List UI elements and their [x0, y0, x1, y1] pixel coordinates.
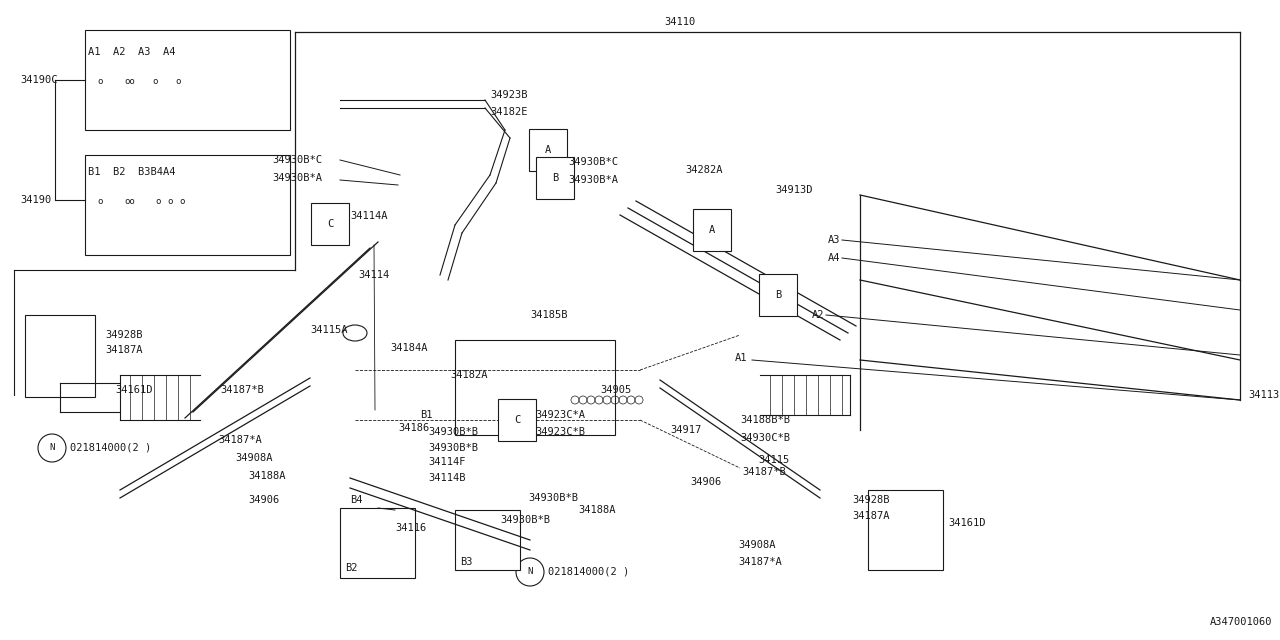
- Bar: [84, 155, 291, 255]
- Text: 34930B*B: 34930B*B: [500, 515, 550, 525]
- Bar: [84, 30, 291, 130]
- Text: 34187*A: 34187*A: [218, 435, 261, 445]
- Text: 34190: 34190: [20, 195, 51, 205]
- Text: o: o: [175, 77, 180, 86]
- Text: 34188A: 34188A: [248, 471, 285, 481]
- Text: o: o: [97, 77, 102, 86]
- Text: 34190C: 34190C: [20, 75, 58, 85]
- Text: o: o: [168, 198, 173, 207]
- Text: 34186: 34186: [398, 423, 429, 433]
- Text: 34188A: 34188A: [579, 505, 616, 515]
- Text: 34113: 34113: [1248, 390, 1279, 400]
- Text: A1  A2  A3  A4: A1 A2 A3 A4: [88, 47, 175, 57]
- Text: 34188B*B: 34188B*B: [740, 415, 790, 425]
- Text: A1: A1: [735, 353, 748, 363]
- Text: 34182A: 34182A: [451, 370, 488, 380]
- Text: A: A: [545, 145, 552, 155]
- Text: 021814000(2 ): 021814000(2 ): [70, 443, 151, 453]
- Text: 34187*B: 34187*B: [220, 385, 264, 395]
- Text: B1: B1: [420, 410, 433, 420]
- Bar: [454, 340, 614, 435]
- Text: 34923C*A: 34923C*A: [535, 410, 585, 420]
- Text: A347001060: A347001060: [1210, 617, 1272, 627]
- Text: 34114F: 34114F: [428, 457, 466, 467]
- Text: 34184A: 34184A: [390, 343, 428, 353]
- Text: 34913D: 34913D: [774, 185, 813, 195]
- Text: 34187*A: 34187*A: [739, 557, 782, 567]
- Text: 34923B: 34923B: [490, 90, 527, 100]
- Text: A4: A4: [828, 253, 841, 263]
- Text: 34923C*B: 34923C*B: [535, 427, 585, 437]
- Text: 34928B: 34928B: [105, 330, 142, 340]
- Text: B: B: [774, 290, 781, 300]
- Text: 34161D: 34161D: [948, 518, 986, 528]
- Text: 34187*B: 34187*B: [742, 467, 786, 477]
- Text: N: N: [50, 444, 55, 452]
- Text: o: o: [152, 77, 157, 86]
- Text: 34906: 34906: [248, 495, 279, 505]
- Text: 34182E: 34182E: [490, 107, 527, 117]
- Text: 34930B*B: 34930B*B: [428, 427, 477, 437]
- Text: o: o: [179, 198, 184, 207]
- Text: 34908A: 34908A: [236, 453, 273, 463]
- Bar: [868, 490, 943, 570]
- Text: 34116: 34116: [396, 523, 426, 533]
- Text: 34930B*B: 34930B*B: [428, 443, 477, 453]
- Text: 34928B: 34928B: [852, 495, 890, 505]
- Text: 34930B*A: 34930B*A: [273, 173, 323, 183]
- Text: oo: oo: [124, 77, 136, 86]
- Text: B1  B2  B3B4A4: B1 B2 B3B4A4: [88, 167, 175, 177]
- Text: 34187A: 34187A: [852, 511, 890, 521]
- Text: 34930B*C: 34930B*C: [273, 155, 323, 165]
- Text: 34906: 34906: [690, 477, 721, 487]
- Text: 34114A: 34114A: [349, 211, 388, 221]
- Bar: [26, 315, 95, 397]
- Text: 34185B: 34185B: [530, 310, 567, 320]
- Text: 34917: 34917: [669, 425, 701, 435]
- Bar: [340, 508, 415, 578]
- Text: 34930B*B: 34930B*B: [529, 493, 579, 503]
- Text: 34115A: 34115A: [310, 325, 347, 335]
- Text: 34161D: 34161D: [115, 385, 152, 395]
- Bar: [454, 510, 520, 570]
- Text: N: N: [527, 568, 532, 577]
- Text: 021814000(2 ): 021814000(2 ): [548, 567, 630, 577]
- Text: 34282A: 34282A: [685, 165, 722, 175]
- Text: A2: A2: [812, 310, 824, 320]
- Text: o: o: [97, 198, 102, 207]
- Text: A3: A3: [828, 235, 841, 245]
- Text: B2: B2: [346, 563, 357, 573]
- Text: B4: B4: [349, 495, 362, 505]
- Text: 34930B*C: 34930B*C: [568, 157, 618, 167]
- Text: 34114B: 34114B: [428, 473, 466, 483]
- Text: 34115: 34115: [758, 455, 790, 465]
- Text: o: o: [155, 198, 161, 207]
- Text: A: A: [709, 225, 716, 235]
- Text: 34114: 34114: [358, 270, 389, 280]
- Text: 34930B*A: 34930B*A: [568, 175, 618, 185]
- Text: 34905: 34905: [600, 385, 631, 395]
- Text: 34110: 34110: [664, 17, 695, 27]
- Text: C: C: [513, 415, 520, 425]
- Text: 34908A: 34908A: [739, 540, 776, 550]
- Text: B3: B3: [460, 557, 472, 567]
- Text: B: B: [552, 173, 558, 183]
- Text: C: C: [326, 219, 333, 229]
- Text: oo: oo: [124, 198, 136, 207]
- Text: 34187A: 34187A: [105, 345, 142, 355]
- Text: 34930C*B: 34930C*B: [740, 433, 790, 443]
